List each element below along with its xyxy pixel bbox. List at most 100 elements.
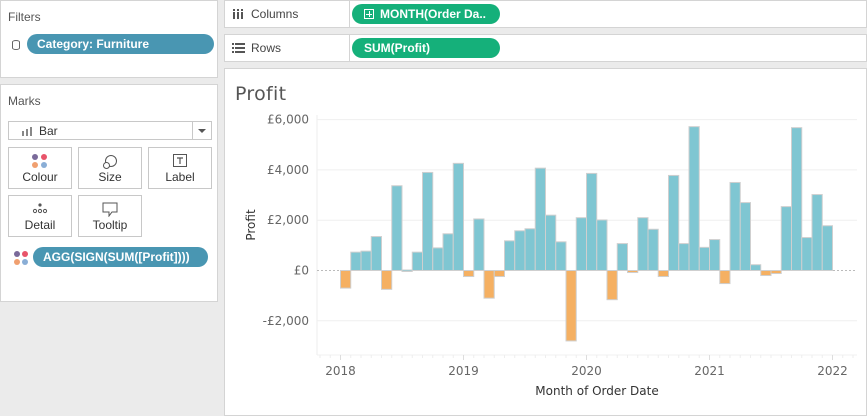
bar-jun-2019[interactable] <box>514 230 526 271</box>
expand-plus-icon[interactable] <box>364 9 374 19</box>
bar-feb-2018[interactable] <box>350 251 362 272</box>
bar-mar-2019[interactable] <box>483 270 495 299</box>
bar-chart-icon <box>22 127 34 136</box>
detail-label: Detail <box>24 218 56 232</box>
bar-mar-2020[interactable] <box>606 270 618 301</box>
columns-pill-label: MONTH(Order Da.. <box>380 7 487 21</box>
bar-jan-2020[interactable] <box>586 172 598 271</box>
rows-shelf: Rows SUM(Profit) <box>224 34 867 62</box>
bar-nov-2018[interactable] <box>442 233 454 272</box>
tooltip-label: Tooltip <box>92 218 128 232</box>
bar-jan-2021[interactable] <box>709 239 721 272</box>
columns-icon <box>233 9 243 19</box>
bar-may-2018[interactable] <box>381 270 393 290</box>
x-tick-label: 2020 <box>571 364 602 378</box>
bar-jun-2021[interactable] <box>760 270 772 277</box>
bar-dec-2018[interactable] <box>452 162 464 271</box>
size-label: Size <box>98 170 122 184</box>
bar-apr-2021[interactable] <box>739 202 751 271</box>
colour-label: Colour <box>22 170 58 184</box>
mark-type-dropdown[interactable]: Bar <box>8 121 212 140</box>
x-tick-label: 2021 <box>694 364 725 378</box>
tooltip-button[interactable]: Tooltip <box>78 195 142 237</box>
bar-jul-2020[interactable] <box>647 228 659 271</box>
columns-shelf: Columns MONTH(Order Da.. <box>224 0 867 28</box>
bar-aug-2020[interactable] <box>657 270 669 278</box>
filters-panel: Filters Category: Furniture <box>0 0 218 78</box>
rows-icon <box>232 43 245 53</box>
bar-nov-2019[interactable] <box>565 270 577 342</box>
bar-apr-2018[interactable] <box>370 236 382 271</box>
bar-jan-2018[interactable] <box>340 270 352 289</box>
colour-field-pill[interactable]: AGG(SIGN(SUM([Profit]))) <box>33 247 208 267</box>
bar-dec-2019[interactable] <box>575 217 587 271</box>
bar-may-2020[interactable] <box>627 270 639 274</box>
bar-mar-2021[interactable] <box>729 181 741 271</box>
label-label: Label <box>165 170 195 184</box>
bar-feb-2019[interactable] <box>473 218 485 272</box>
chevron-down-icon[interactable] <box>192 122 211 139</box>
x-tick-label: 2019 <box>448 364 479 378</box>
bar-nov-2021[interactable] <box>811 194 823 271</box>
bar-apr-2020[interactable] <box>616 243 628 271</box>
bar-feb-2020[interactable] <box>596 219 608 271</box>
bar-may-2021[interactable] <box>750 264 762 271</box>
rows-pill[interactable]: SUM(Profit) <box>352 38 500 58</box>
marks-title: Marks <box>8 94 41 108</box>
bar-sep-2021[interactable] <box>791 127 803 272</box>
bar-aug-2018[interactable] <box>411 251 423 272</box>
label-button[interactable]: Label <box>148 147 212 189</box>
bar-jan-2019[interactable] <box>463 270 475 278</box>
bar-may-2019[interactable] <box>504 240 516 271</box>
bar-sep-2020[interactable] <box>668 174 680 271</box>
bar-jun-2018[interactable] <box>391 185 403 271</box>
bar-oct-2018[interactable] <box>432 247 444 272</box>
rows-label: Rows <box>251 41 282 55</box>
bar-sep-2019[interactable] <box>545 214 557 271</box>
bar-sep-2018[interactable] <box>422 171 434 271</box>
database-icon <box>12 40 20 50</box>
bar-oct-2019[interactable] <box>555 241 567 271</box>
colour-dots-icon <box>32 154 48 169</box>
bar-jul-2019[interactable] <box>524 228 536 272</box>
marks-panel: Marks Bar Colour Size Label <box>0 84 218 302</box>
bar-oct-2021[interactable] <box>801 237 813 271</box>
colour-dots-icon <box>14 251 30 266</box>
text-label-icon <box>173 154 187 167</box>
y-axis-title: Profit <box>244 209 258 241</box>
bar-aug-2021[interactable] <box>780 206 792 272</box>
speech-bubble-icon <box>102 202 118 217</box>
bar-mar-2018[interactable] <box>360 250 372 272</box>
bar-nov-2020[interactable] <box>688 126 700 271</box>
bar-aug-2019[interactable] <box>534 167 546 271</box>
y-tick-label: -£2,000 <box>263 314 309 328</box>
size-button[interactable]: Size <box>78 147 142 189</box>
x-axis-title: Month of Order Date <box>535 384 658 398</box>
mark-type-label: Bar <box>39 124 58 138</box>
bar-oct-2020[interactable] <box>678 243 690 271</box>
detail-dots-icon <box>32 203 48 214</box>
filter-pill-category[interactable]: Category: Furniture <box>27 34 214 54</box>
bar-jun-2020[interactable] <box>637 217 649 271</box>
rows-shelf-label: Rows <box>225 35 350 61</box>
x-tick-label: 2022 <box>817 364 848 378</box>
colour-button[interactable]: Colour <box>8 147 72 189</box>
y-tick-label: £4,000 <box>267 163 309 177</box>
profit-bar-chart: -£2,000 £0 £2,000 £4,000 £6,000 2018 2019 2020 2… <box>244 113 857 398</box>
bar-apr-2019[interactable] <box>493 270 505 278</box>
columns-label: Columns <box>251 7 299 21</box>
bar-feb-2021[interactable] <box>719 270 731 285</box>
viz-panel: Profit -£2,000 £0 £2,000 £4,000 £6,000 2018 20… <box>224 68 867 416</box>
filters-title: Filters <box>8 10 41 24</box>
bar-jul-2018[interactable] <box>401 269 413 272</box>
detail-button[interactable]: Detail <box>8 195 72 237</box>
bar-dec-2021[interactable] <box>821 225 833 271</box>
y-tick-label: £6,000 <box>267 113 309 127</box>
y-tick-label: £0 <box>294 264 309 278</box>
columns-shelf-label: Columns <box>225 1 350 27</box>
columns-pill[interactable]: MONTH(Order Da.. <box>352 4 500 24</box>
chart-title: Profit <box>235 83 287 105</box>
bar-dec-2020[interactable] <box>698 246 710 271</box>
y-tick-label: £2,000 <box>267 213 309 227</box>
bar-jul-2021[interactable] <box>770 270 782 275</box>
